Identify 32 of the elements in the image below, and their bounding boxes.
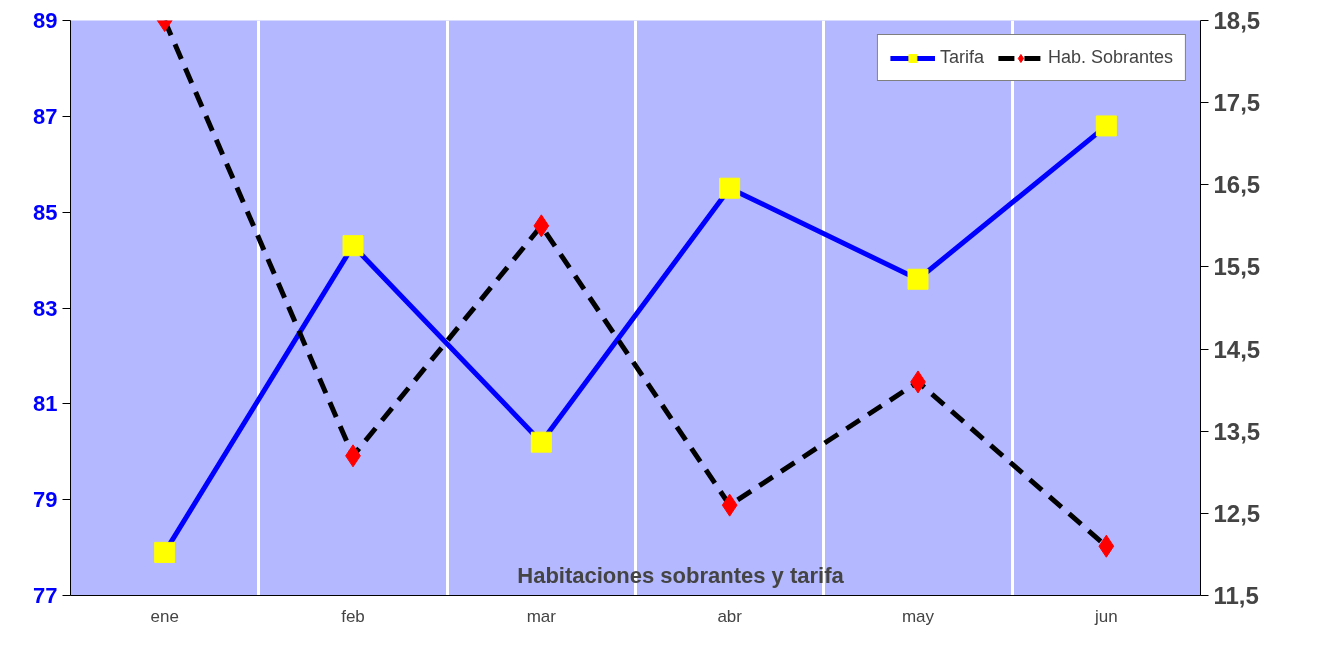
point [154, 541, 176, 563]
y-tick-label: 87 [33, 103, 58, 129]
text: Habitaciones sobrantes y tarifa [517, 562, 845, 588]
legend-label: Tarifa [939, 47, 984, 68]
point [342, 235, 364, 257]
y2-tick-label: 13,5 [1213, 417, 1261, 445]
point [1095, 115, 1117, 137]
y2-tick-label: 12,5 [1213, 499, 1261, 527]
y-tick-label: 79 [33, 487, 58, 513]
x-tick-label: jun [1093, 606, 1118, 626]
x-tick-label: ene [150, 606, 179, 626]
y2-tick-label: 17,5 [1213, 89, 1261, 117]
point [719, 177, 741, 199]
y2-tick-label: 16,5 [1213, 171, 1261, 199]
x-tick-label: feb [341, 606, 365, 626]
y-tick-label: 85 [33, 199, 58, 225]
point [721, 493, 738, 517]
y-tick-label: 83 [33, 295, 58, 321]
y-tick-label: 89 [33, 8, 58, 33]
y2-tick-label: 15,5 [1213, 253, 1261, 281]
point [907, 268, 929, 290]
x-tick-label: mar [526, 606, 557, 626]
point [1098, 534, 1115, 558]
y2-tick-label: 14,5 [1213, 335, 1261, 363]
point [530, 431, 552, 453]
x-tick-label: abr [717, 606, 743, 626]
y2-tick-label: 18,5 [1213, 7, 1261, 34]
y-tick-label: 77 [33, 583, 58, 608]
legend-label: Hab. Sobrantes [1047, 47, 1173, 68]
x-tick-label: may [901, 606, 935, 626]
y2-tick-label: 11,5 [1213, 582, 1259, 609]
y-tick-label: 81 [33, 391, 58, 417]
